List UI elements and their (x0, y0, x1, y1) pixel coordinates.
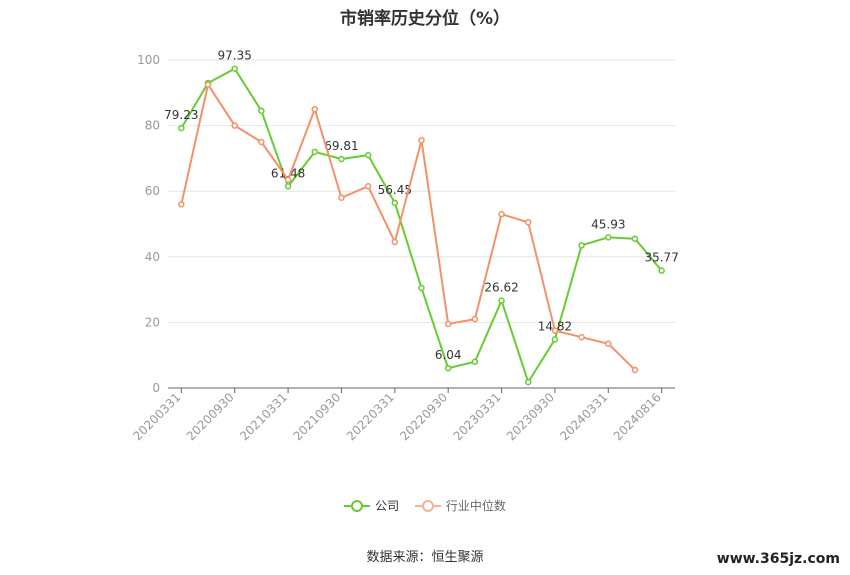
data-point-1 (284, 176, 292, 183)
data-label: 14.82 (538, 319, 572, 333)
data-point-0 (444, 364, 452, 372)
data-point-1 (578, 333, 585, 341)
legend-swatch-company (344, 499, 371, 513)
data-label: 69.81 (324, 139, 358, 153)
x-tick-label: 20230331 (451, 390, 504, 443)
data-source: 数据来源：恒生聚源 (366, 550, 484, 565)
data-point-0 (471, 358, 479, 366)
data-point-0 (578, 242, 585, 249)
data-label: 45.93 (591, 217, 625, 231)
y-tick-label: 40 (145, 250, 160, 264)
legend-item-industry[interactable]: 行业中位数 (414, 497, 506, 514)
data-label: 56.45 (378, 183, 412, 197)
data-point-1 (605, 340, 612, 347)
y-tick-label: 0 (152, 381, 160, 395)
data-point-0 (605, 234, 612, 241)
data-point-1 (364, 183, 372, 190)
watermark: www.365jz.com (716, 551, 840, 567)
x-tick-label: 20220331 (344, 390, 397, 443)
line-chart: 0 20 40 60 80 100 20200331 20200930 20210331 2021… (130, 49, 678, 444)
data-point-1 (551, 327, 559, 334)
data-point-0 (524, 378, 532, 386)
data-point-0 (658, 267, 665, 274)
x-tick-label: 20240331 (557, 390, 610, 443)
data-point-0 (178, 124, 185, 132)
x-tick-label: 20200331 (130, 390, 183, 443)
x-tick-label: 20200930 (184, 390, 237, 443)
data-point-0 (284, 183, 292, 190)
data-point-0 (338, 155, 345, 163)
chart-title: 市销率历史分位（%） (339, 9, 511, 29)
legend-item-company[interactable]: 公司 (344, 497, 399, 514)
data-point-0 (311, 148, 319, 156)
data-point-1 (524, 219, 532, 226)
data-label: 97.35 (218, 49, 252, 63)
data-point-1 (178, 201, 185, 208)
x-tick-label: 20220930 (397, 390, 450, 443)
chart-legend: 公司 行业中位数 (0, 497, 850, 516)
series-line-1 (180, 83, 636, 371)
data-point-1 (498, 210, 505, 218)
x-tick-label: 20230930 (504, 390, 557, 443)
data-point-1 (444, 320, 452, 328)
data-point-0 (551, 336, 559, 343)
data-point-0 (258, 107, 265, 115)
y-tick-label: 80 (145, 119, 160, 133)
data-label: 26.62 (484, 281, 518, 295)
data-point-0 (498, 297, 505, 304)
data-point-1 (338, 194, 345, 202)
data-point-0 (418, 284, 425, 292)
data-point-1 (391, 238, 399, 246)
data-label: 35.77 (644, 251, 678, 265)
data-point-0 (631, 235, 639, 243)
data-point-0 (391, 199, 399, 207)
data-point-1 (471, 315, 479, 323)
series-line-0 (180, 67, 663, 384)
x-tick-label: 20210331 (237, 390, 290, 443)
data-label: 61.48 (271, 166, 305, 180)
y-tick-label: 20 (145, 315, 160, 329)
legend-label-company: 公司 (375, 499, 400, 513)
y-tick-label: 60 (145, 184, 160, 198)
data-point-0 (364, 151, 372, 159)
legend-swatch-industry (414, 499, 441, 513)
data-point-1 (631, 366, 639, 374)
data-point-1 (231, 122, 238, 129)
y-tick-label: 100 (137, 53, 160, 67)
data-point-1 (418, 137, 425, 144)
x-tick-label: 20240816 (611, 390, 664, 443)
data-label: 79.23 (164, 108, 198, 122)
data-label: 6.04 (435, 348, 462, 362)
data-point-1 (311, 105, 319, 113)
data-point-1 (204, 81, 212, 88)
x-tick-label: 20210930 (290, 390, 343, 443)
data-point-1 (258, 138, 265, 146)
data-point-0 (231, 65, 238, 72)
legend-label-industry: 行业中位数 (445, 499, 506, 513)
